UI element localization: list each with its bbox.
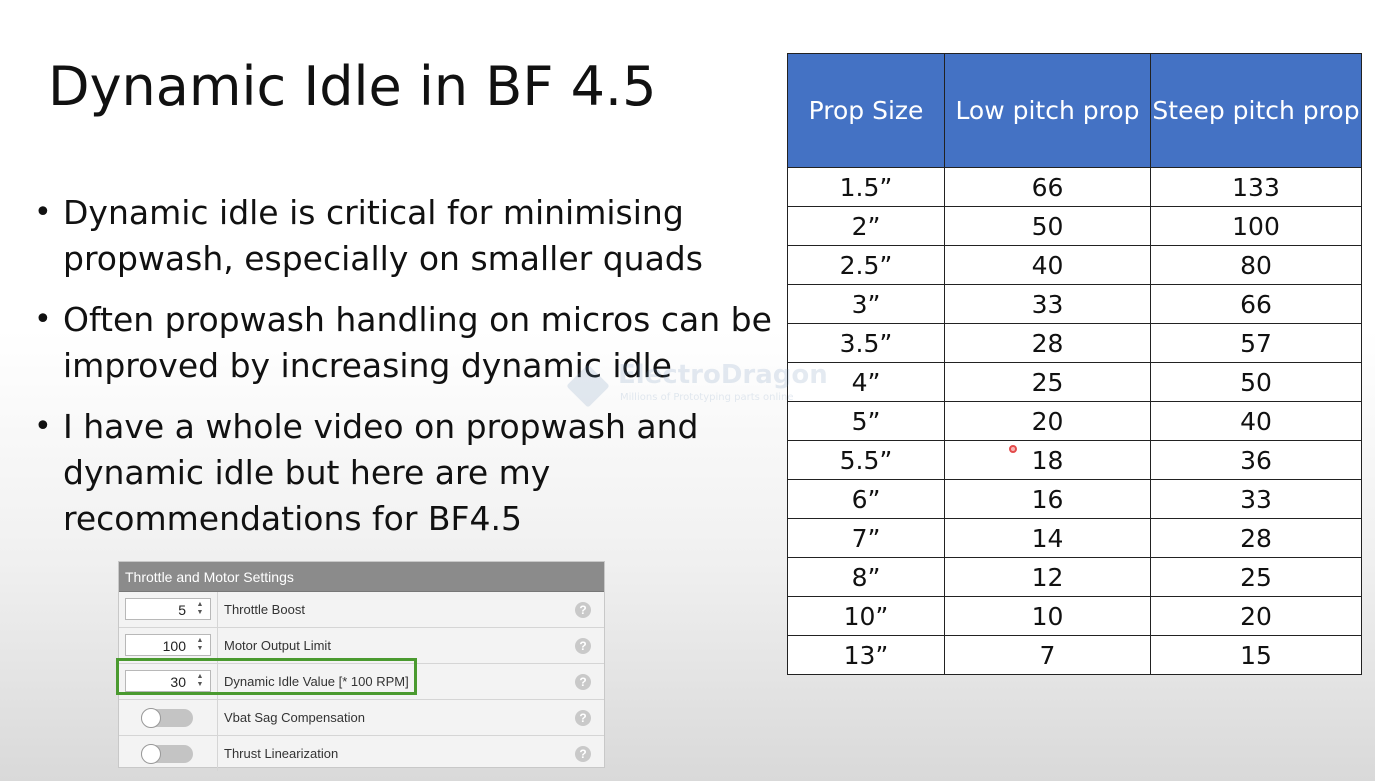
vbat-sag-label: Vbat Sag Compensation [224, 710, 365, 725]
dynamic-idle-value: 30 [170, 674, 186, 690]
thrust-linearization-label: Thrust Linearization [224, 746, 339, 761]
cursor-indicator-icon [1009, 445, 1017, 453]
table-cell: 2.5” [787, 245, 945, 285]
table-cell: 6” [787, 479, 945, 519]
table-row: 1.5” 66 133 [787, 167, 1362, 207]
table-cell: 7” [787, 518, 945, 558]
table-cell: 7 [944, 635, 1151, 675]
spinner-arrows-icon[interactable]: ▲ ▼ [196, 637, 204, 652]
setting-row-dynamic-idle: 30 ▲ ▼ Dynamic Idle Value [* 100 RPM] ? [119, 664, 604, 700]
table-cell: 13” [787, 635, 945, 675]
table-cell: 3.5” [787, 323, 945, 363]
header-prop-size: Prop Size [787, 53, 945, 168]
toggle-knob [141, 708, 161, 728]
table-row: 3” 33 66 [787, 284, 1362, 324]
table-cell: 25 [1150, 557, 1362, 597]
table-cell: 3” [787, 284, 945, 324]
table-cell: 8” [787, 557, 945, 597]
table-row: 7” 14 28 [787, 518, 1362, 558]
table-row: 3.5” 28 57 [787, 323, 1362, 363]
toggle-knob [141, 744, 161, 764]
table-row: 10” 10 20 [787, 596, 1362, 636]
bullet-item: I have a whole video on propwash and dyn… [34, 404, 774, 542]
table-cell: 10” [787, 596, 945, 636]
help-icon[interactable]: ? [575, 674, 591, 690]
table-cell: 133 [1150, 167, 1362, 207]
motor-output-limit-input[interactable]: 100 ▲ ▼ [125, 634, 211, 656]
throttle-boost-label: Throttle Boost [224, 602, 305, 617]
table-cell: 57 [1150, 323, 1362, 363]
setting-row-vbat-sag: Vbat Sag Compensation ? [119, 700, 604, 736]
table-cell: 66 [1150, 284, 1362, 324]
throttle-boost-value: 5 [178, 602, 186, 618]
table-cell: 25 [944, 362, 1151, 402]
table-cell: 2” [787, 206, 945, 246]
table-row: 5” 20 40 [787, 401, 1362, 441]
panel-title: Throttle and Motor Settings [119, 562, 604, 592]
setting-control-cell: 30 ▲ ▼ [119, 664, 218, 699]
bullet-list: Dynamic idle is critical for minimising … [34, 190, 774, 557]
setting-row-motor-output-limit: 100 ▲ ▼ Motor Output Limit ? [119, 628, 604, 664]
slide-title: Dynamic Idle in BF 4.5 [48, 55, 657, 118]
throttle-boost-input[interactable]: 5 ▲ ▼ [125, 598, 211, 620]
table-cell: 16 [944, 479, 1151, 519]
setting-control-cell: 100 ▲ ▼ [119, 628, 218, 663]
prop-table: Prop Size Low pitch prop Steep pitch pro… [787, 53, 1362, 675]
table-cell: 18 [944, 440, 1151, 480]
table-row: 8” 12 25 [787, 557, 1362, 597]
table-cell: 28 [1150, 518, 1362, 558]
table-row: 6” 16 33 [787, 479, 1362, 519]
table-cell: 14 [944, 518, 1151, 558]
spinner-arrows-icon[interactable]: ▲ ▼ [196, 673, 204, 688]
header-steep-pitch: Steep pitch prop [1150, 53, 1362, 168]
table-cell: 4” [787, 362, 945, 402]
motor-output-limit-value: 100 [162, 638, 186, 654]
spinner-arrows-icon[interactable]: ▲ ▼ [196, 601, 204, 616]
table-cell: 40 [1150, 401, 1362, 441]
table-row: 4” 25 50 [787, 362, 1362, 402]
table-cell: 50 [944, 206, 1151, 246]
help-icon[interactable]: ? [575, 602, 591, 618]
table-cell: 33 [944, 284, 1151, 324]
table-cell: 80 [1150, 245, 1362, 285]
dynamic-idle-highlight-box [116, 658, 417, 695]
bullet-item: Often propwash handling on micros can be… [34, 297, 774, 389]
table-row: 2.5” 40 80 [787, 245, 1362, 285]
table-cell: 66 [944, 167, 1151, 207]
table-cell: 12 [944, 557, 1151, 597]
setting-control-cell [119, 736, 218, 771]
table-header-row: Prop Size Low pitch prop Steep pitch pro… [787, 53, 1362, 168]
help-icon[interactable]: ? [575, 638, 591, 654]
table-cell: 20 [944, 401, 1151, 441]
setting-control-cell [119, 700, 218, 735]
help-icon[interactable]: ? [575, 746, 591, 762]
dynamic-idle-label: Dynamic Idle Value [* 100 RPM] [224, 674, 409, 689]
table-cell: 100 [1150, 206, 1362, 246]
throttle-motor-settings-panel: Throttle and Motor Settings 5 ▲ ▼ Throttl… [118, 561, 605, 771]
setting-row-thrust-linearization: Thrust Linearization ? [119, 736, 604, 771]
table-cell: 28 [944, 323, 1151, 363]
table-cell: 5.5” [787, 440, 945, 480]
header-low-pitch: Low pitch prop [944, 53, 1151, 168]
table-row: 2” 50 100 [787, 206, 1362, 246]
table-cell: 15 [1150, 635, 1362, 675]
vbat-sag-toggle[interactable] [141, 708, 193, 728]
bullet-item: Dynamic idle is critical for minimising … [34, 190, 774, 282]
table-cell: 50 [1150, 362, 1362, 402]
help-icon[interactable]: ? [575, 710, 591, 726]
table-cell: 1.5” [787, 167, 945, 207]
table-cell: 36 [1150, 440, 1362, 480]
motor-output-limit-label: Motor Output Limit [224, 638, 331, 653]
setting-control-cell: 5 ▲ ▼ [119, 592, 218, 627]
table-cell: 40 [944, 245, 1151, 285]
thrust-linearization-toggle[interactable] [141, 744, 193, 764]
table-cell: 20 [1150, 596, 1362, 636]
table-cell: 5” [787, 401, 945, 441]
table-cell: 10 [944, 596, 1151, 636]
table-cell: 33 [1150, 479, 1362, 519]
setting-row-throttle-boost: 5 ▲ ▼ Throttle Boost ? [119, 592, 604, 628]
dynamic-idle-input[interactable]: 30 ▲ ▼ [125, 670, 211, 692]
table-row: 13” 7 15 [787, 635, 1362, 675]
table-row: 5.5” 18 36 [787, 440, 1362, 480]
